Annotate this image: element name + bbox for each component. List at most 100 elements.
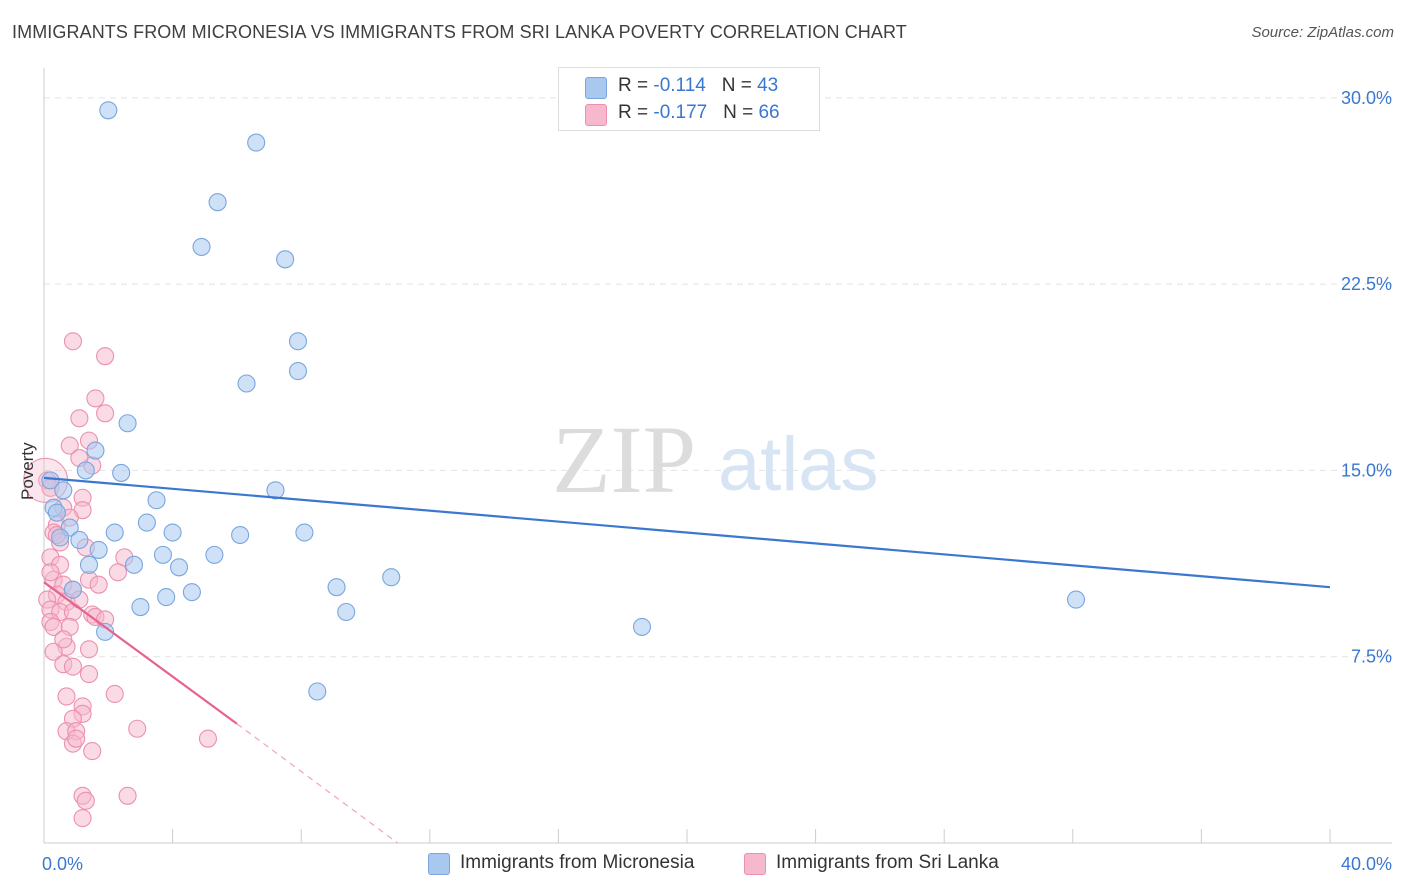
micronesia-point bbox=[276, 250, 295, 269]
legend-label: Immigrants from Sri Lanka bbox=[776, 852, 999, 873]
micronesia-point bbox=[288, 332, 308, 351]
source-label: Source: ZipAtlas.com bbox=[1251, 24, 1394, 41]
correlation-legend: R = -0.114 N = 43 R = -0.177 N = 66 bbox=[558, 67, 820, 131]
micronesia-point bbox=[205, 545, 224, 564]
gridlines bbox=[44, 97, 1392, 658]
sri-lanka-point bbox=[128, 719, 147, 738]
micronesia-point bbox=[231, 525, 250, 545]
sri-lanka-point bbox=[76, 791, 95, 810]
y-tick-label: 22.5% bbox=[1341, 274, 1392, 294]
legend-label: Immigrants from Micronesia bbox=[460, 852, 695, 873]
sri-lanka-point bbox=[60, 436, 79, 455]
r-label: R = bbox=[618, 75, 654, 96]
n-value: 66 bbox=[758, 102, 780, 123]
chart-title: IMMIGRANTS FROM MICRONESIA VS IMMIGRANTS… bbox=[12, 22, 907, 42]
micronesia-point bbox=[288, 362, 308, 381]
micronesia-point bbox=[266, 481, 285, 500]
y-tick-label: 15.0% bbox=[1341, 460, 1392, 480]
micronesia-point bbox=[163, 523, 182, 542]
watermark-zip: ZIP bbox=[552, 406, 696, 513]
micronesia-point bbox=[308, 682, 327, 701]
micronesia-point bbox=[70, 530, 89, 550]
sri-lanka-point bbox=[83, 742, 102, 761]
blue-points bbox=[41, 101, 1086, 701]
axes bbox=[43, 68, 1392, 844]
x-tick-labels: 0.0% 40.0% bbox=[42, 854, 1392, 874]
n-label: N = bbox=[721, 75, 758, 96]
micronesia-point bbox=[118, 414, 137, 433]
micronesia-point bbox=[169, 558, 189, 577]
micronesia-point bbox=[79, 555, 99, 574]
micronesia-point bbox=[112, 463, 131, 482]
watermark-atlas: atlas bbox=[718, 422, 879, 507]
r-value: -0.177 bbox=[653, 102, 708, 123]
sri-lanka-point bbox=[79, 640, 99, 659]
micronesia-point bbox=[327, 578, 346, 597]
micronesia-point bbox=[247, 133, 266, 152]
sri-lanka-point bbox=[96, 347, 115, 366]
micronesia-point bbox=[63, 580, 82, 599]
sri-lanka-point bbox=[63, 657, 82, 676]
x-tick-label: 0.0% bbox=[42, 854, 83, 874]
sri-lanka-point bbox=[89, 575, 108, 594]
micronesia-point bbox=[76, 461, 95, 480]
sri-lanka-trend-line bbox=[43, 581, 238, 725]
y-axis-label: Poverty bbox=[18, 442, 37, 500]
pink-points bbox=[23, 332, 218, 828]
micronesia-point bbox=[182, 583, 201, 602]
micronesia-point bbox=[632, 617, 652, 636]
legend-swatch-blue bbox=[428, 853, 450, 875]
sri-lanka-point bbox=[86, 389, 105, 408]
y-tick-label: 30.0% bbox=[1341, 88, 1392, 108]
r-value: -0.114 bbox=[653, 75, 706, 96]
micronesia-point bbox=[337, 602, 356, 622]
micronesia-point bbox=[99, 101, 118, 120]
micronesia-point bbox=[96, 622, 115, 641]
sri-lanka-point bbox=[118, 786, 137, 805]
sri-lanka-point bbox=[70, 409, 89, 428]
micronesia-point bbox=[1066, 590, 1086, 609]
sri-lanka-point bbox=[105, 684, 124, 704]
micronesia-point bbox=[124, 555, 144, 574]
legend-swatch-pink bbox=[744, 853, 766, 875]
micronesia-point bbox=[137, 513, 156, 532]
sri-lanka-point bbox=[44, 642, 63, 661]
micronesia-point bbox=[208, 193, 227, 212]
sri-lanka-point bbox=[198, 729, 218, 748]
sri-lanka-point bbox=[96, 404, 115, 423]
sri-lanka-point bbox=[63, 332, 82, 351]
y-tick-labels: 7.5% 15.0% 22.5% 30.0% bbox=[1341, 88, 1392, 667]
micronesia-point bbox=[237, 374, 256, 393]
sri-lanka-point bbox=[41, 563, 60, 582]
micronesia-point bbox=[157, 588, 176, 607]
sri-lanka-point bbox=[108, 563, 127, 582]
micronesia-point bbox=[51, 528, 70, 547]
micronesia-point bbox=[382, 568, 401, 587]
micronesia-point bbox=[89, 540, 108, 559]
micronesia-point bbox=[295, 523, 314, 542]
micronesia-point bbox=[86, 441, 105, 460]
trend-lines bbox=[43, 476, 1331, 844]
micronesia-point bbox=[147, 491, 166, 510]
legend-swatch-blue bbox=[585, 77, 607, 99]
micronesia-point bbox=[192, 237, 211, 256]
micronesia-point bbox=[105, 523, 124, 542]
legend-swatch-pink bbox=[585, 104, 607, 126]
sri-lanka-point bbox=[79, 665, 99, 684]
r-label: R = bbox=[618, 102, 654, 123]
micronesia-point bbox=[153, 545, 173, 564]
sri-lanka-point bbox=[54, 630, 73, 649]
n-label: N = bbox=[723, 102, 759, 123]
n-value: 43 bbox=[757, 75, 779, 96]
sri-lanka-point bbox=[67, 729, 86, 748]
micronesia-point bbox=[131, 597, 150, 617]
micronesia-trend-line bbox=[43, 476, 1331, 589]
y-tick-label: 7.5% bbox=[1351, 647, 1392, 667]
sri-lanka-trend-extension bbox=[236, 723, 399, 844]
micronesia-point bbox=[54, 481, 73, 500]
sri-lanka-point bbox=[73, 809, 92, 828]
watermark: ZIP atlas bbox=[552, 406, 879, 513]
micronesia-point bbox=[47, 503, 66, 522]
x-tick-label: 40.0% bbox=[1341, 854, 1392, 874]
